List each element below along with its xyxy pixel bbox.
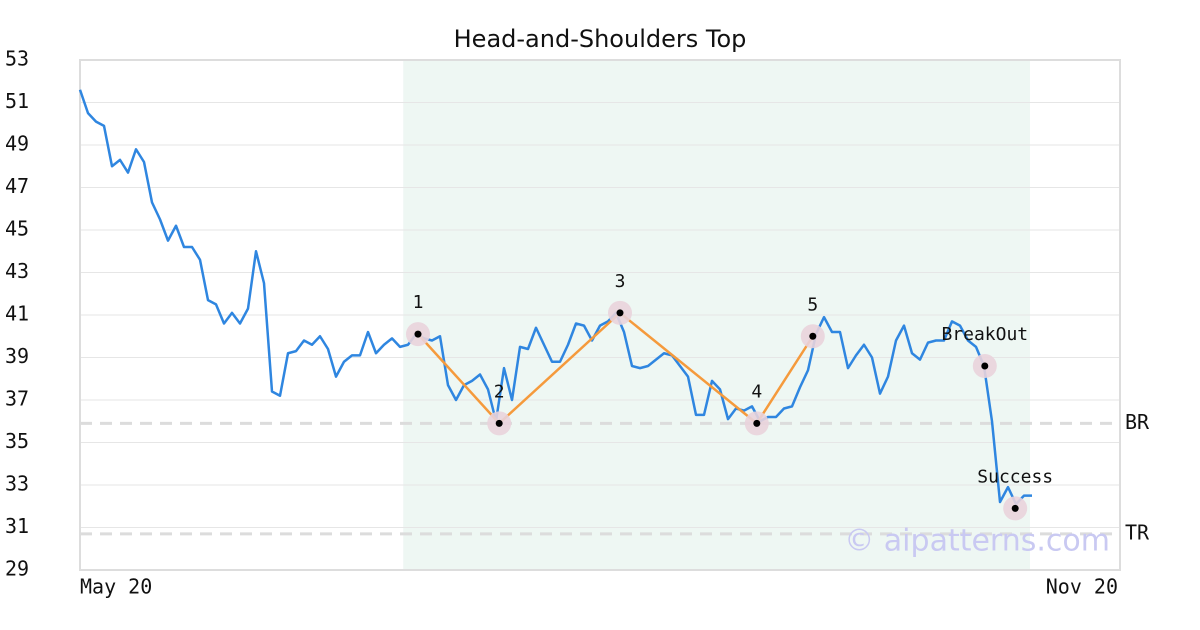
y-tick-label: 51 (5, 89, 29, 113)
point-label: 2 (494, 381, 505, 402)
point-label: 5 (807, 294, 818, 315)
point-dot (414, 330, 422, 338)
point-dot (616, 309, 624, 317)
point-dot (809, 332, 817, 340)
level-label: TR (1125, 520, 1150, 544)
y-tick-label: 47 (5, 174, 29, 198)
y-tick-label: 53 (5, 47, 29, 71)
y-tick-label: 37 (5, 387, 29, 411)
price-line (78, 89, 1032, 506)
y-tick-label: 31 (5, 514, 29, 538)
point-label: BreakOut (941, 324, 1028, 345)
plot-frame (79, 59, 1121, 571)
x-tick-label: May 20 (80, 575, 152, 599)
point-dot (753, 419, 761, 427)
point-dot (981, 362, 989, 370)
point-dot (495, 419, 503, 427)
point-label: Success (977, 466, 1053, 487)
y-tick-label: 35 (5, 429, 29, 453)
y-tick-label: 33 (5, 472, 29, 496)
y-tick-label: 45 (5, 217, 29, 241)
watermark: © aipatterns.com (844, 524, 1110, 559)
level-label: BR (1125, 410, 1150, 434)
y-tick-label: 39 (5, 344, 29, 368)
y-tick-label: 41 (5, 302, 29, 326)
point-label: 1 (413, 292, 424, 313)
point-label: 3 (615, 271, 626, 292)
y-tick-label: 43 (5, 259, 29, 283)
y-tick-label: 49 (5, 132, 29, 156)
point-label: 4 (751, 381, 762, 402)
point-dot (1011, 504, 1019, 512)
chart-title: Head-and-Shoulders Top (454, 25, 747, 53)
y-tick-label: 29 (5, 557, 29, 581)
x-tick-label: Nov 20 (1046, 575, 1118, 599)
